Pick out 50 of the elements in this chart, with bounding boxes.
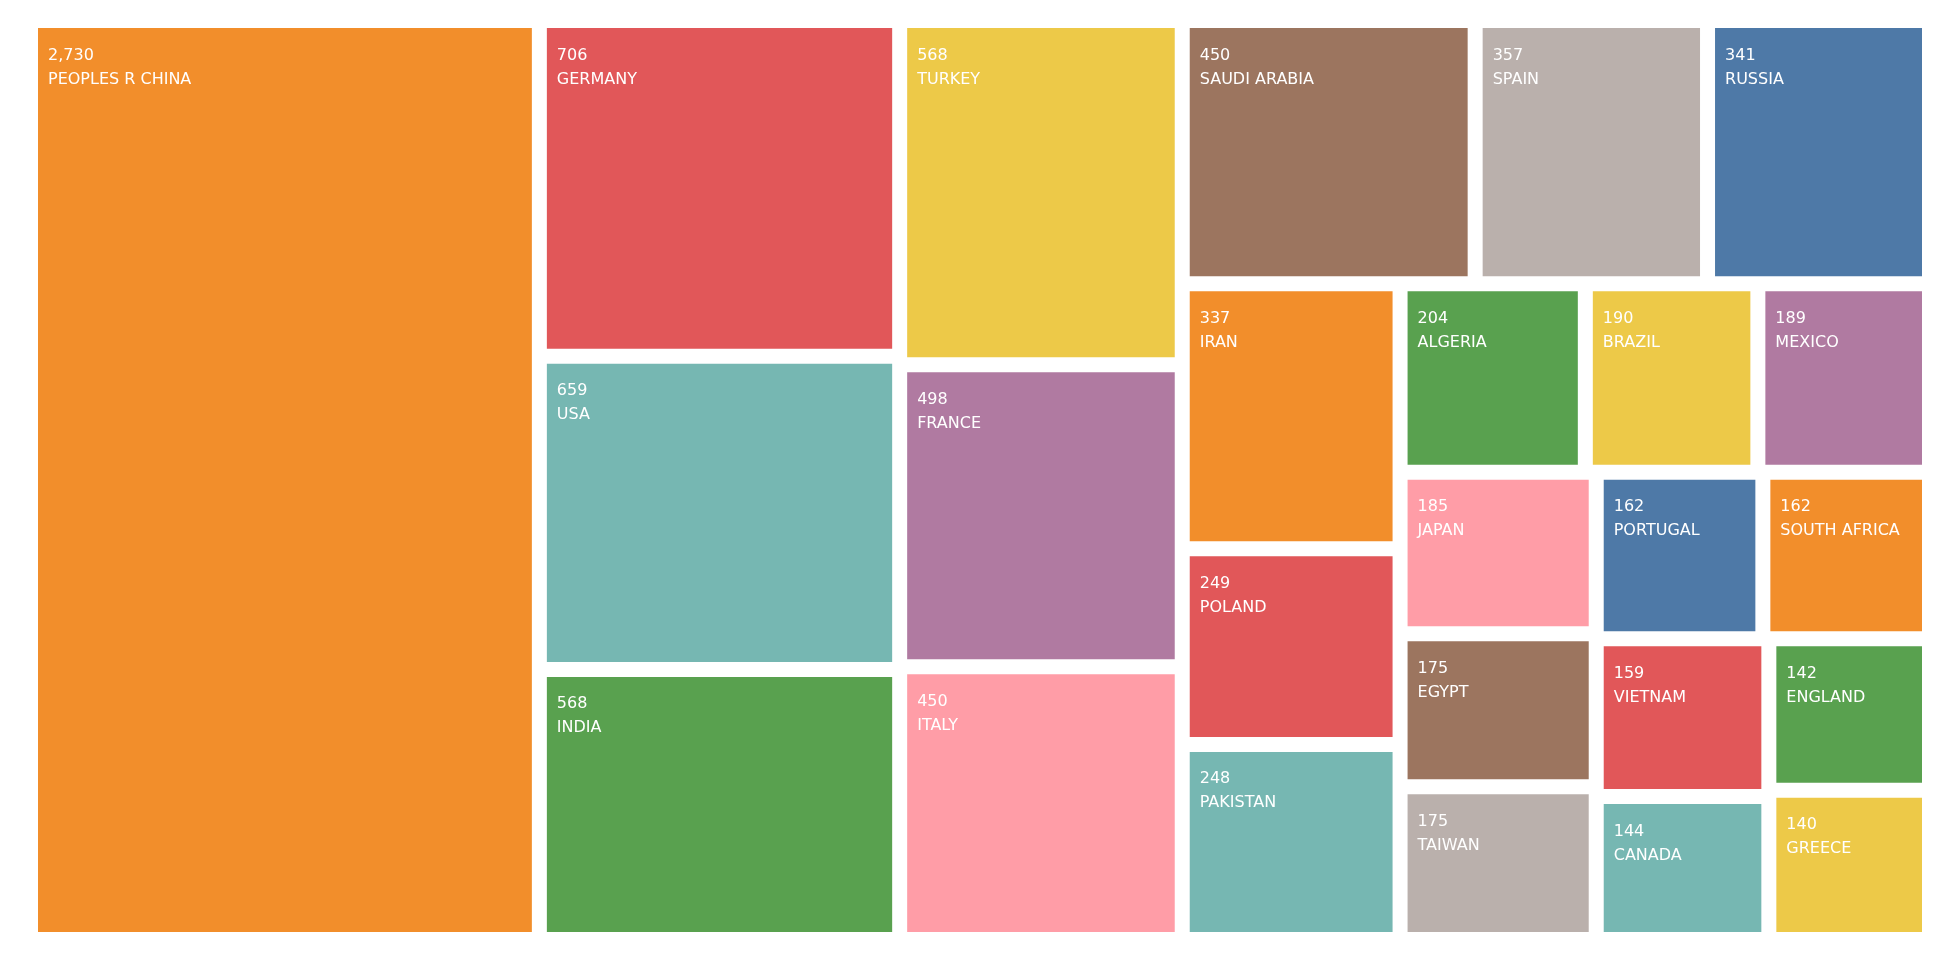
category-label: IRAN <box>1199 331 1238 351</box>
category-label: GREECE <box>1786 838 1852 858</box>
data-label: 498 <box>917 388 948 408</box>
data-label: 2,730 <box>48 44 94 64</box>
category-label: POLAND <box>1199 596 1267 616</box>
data-label: 249 <box>1199 572 1231 592</box>
data-label: 204 <box>1417 307 1449 327</box>
data-label: 140 <box>1786 814 1817 834</box>
data-label: 248 <box>1199 768 1231 788</box>
category-label: JAPAN <box>1416 520 1465 540</box>
category-label: RUSSIA <box>1725 68 1784 88</box>
data-label: 185 <box>1417 496 1449 516</box>
data-label: 337 <box>1199 307 1231 327</box>
data-label: 159 <box>1613 662 1645 682</box>
category-label: MEXICO <box>1775 331 1839 351</box>
data-label: 568 <box>917 44 948 64</box>
data-label: 144 <box>1613 820 1645 840</box>
category-label: BRAZIL <box>1602 331 1660 351</box>
category-label: PAKISTAN <box>1199 792 1277 812</box>
data-label: 175 <box>1417 810 1449 830</box>
data-label: 450 <box>1199 44 1231 64</box>
data-label: 189 <box>1775 307 1806 327</box>
category-label: ITALY <box>917 714 959 734</box>
data-label: 190 <box>1602 307 1634 327</box>
data-label: 706 <box>556 44 588 64</box>
category-label: EGYPT <box>1417 681 1469 701</box>
category-label: ALGERIA <box>1417 331 1487 351</box>
category-label: USA <box>556 404 591 424</box>
category-label: TURKEY <box>916 68 981 88</box>
category-label: PORTUGAL <box>1613 520 1700 540</box>
category-label: INDIA <box>556 717 602 737</box>
category-label: FRANCE <box>917 412 982 432</box>
category-label: CANADA <box>1613 844 1682 864</box>
data-label: 450 <box>917 690 948 710</box>
category-label: TAIWAN <box>1416 834 1480 854</box>
category-label: SOUTH AFRICA <box>1780 520 1900 540</box>
data-label: 357 <box>1492 44 1524 64</box>
data-label: 142 <box>1786 662 1817 682</box>
data-label: 175 <box>1417 657 1449 677</box>
data-label: 162 <box>1780 496 1811 516</box>
category-label: GERMANY <box>556 68 638 88</box>
category-label: VIETNAM <box>1613 686 1686 706</box>
category-label: PEOPLES R CHINA <box>48 68 192 88</box>
data-label: 162 <box>1613 496 1645 516</box>
data-label: 659 <box>556 380 588 400</box>
category-label: SPAIN <box>1492 68 1540 88</box>
data-label: 568 <box>556 693 588 713</box>
data-label: 341 <box>1725 44 1756 64</box>
category-label: SAUDI ARABIA <box>1199 68 1315 88</box>
category-label: ENGLAND <box>1786 686 1866 706</box>
